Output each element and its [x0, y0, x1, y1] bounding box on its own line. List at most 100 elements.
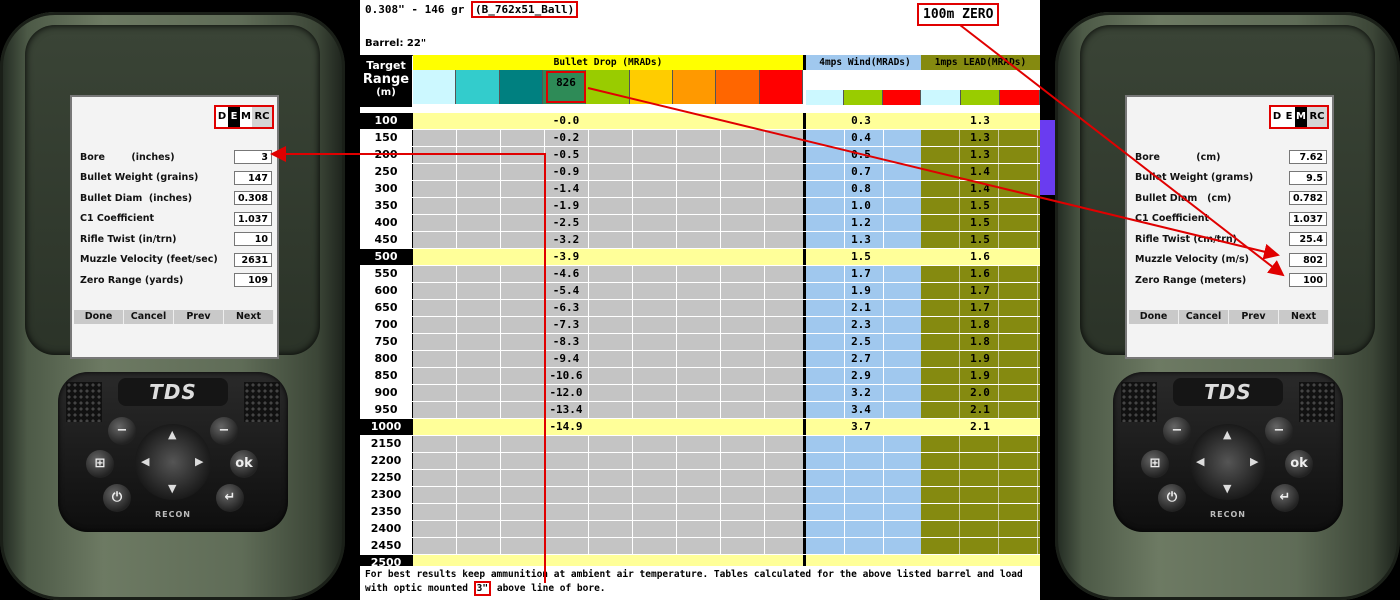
- c1-coefficient-label: C1 Coefficient: [1135, 213, 1210, 225]
- drop-value: -1.9: [552, 199, 580, 212]
- zero-range-field[interactable]: 100: [1289, 273, 1327, 288]
- enter-key[interactable]: ↵: [1271, 484, 1299, 512]
- range-cell: 2200: [360, 453, 413, 469]
- next-button[interactable]: Next: [1279, 310, 1329, 324]
- drop-cell: [413, 181, 803, 197]
- next-button[interactable]: Next: [224, 310, 274, 324]
- mode-m-tab[interactable]: M: [241, 111, 251, 122]
- minus-key[interactable]: −: [1163, 417, 1191, 445]
- minus-key[interactable]: −: [108, 417, 136, 445]
- rifle-twist-field[interactable]: 25.4: [1289, 232, 1327, 247]
- table-row: 2450: [360, 538, 1040, 555]
- wind-cell: [803, 453, 921, 469]
- c1-coefficient-field[interactable]: 1.037: [234, 211, 272, 226]
- windows-key[interactable]: ⊞: [86, 450, 114, 478]
- power-key[interactable]: ⏻: [103, 484, 131, 512]
- ok-key[interactable]: ok: [230, 450, 258, 478]
- prev-button[interactable]: Prev: [1229, 310, 1279, 324]
- mode-d-tab[interactable]: D: [1272, 111, 1282, 122]
- wind-value: 0.4: [851, 131, 871, 144]
- zero-range-row: Zero Range (yards) 109: [80, 270, 272, 291]
- zero-range-label: Zero Range (meters): [1135, 274, 1247, 286]
- drop-cell: [413, 232, 803, 248]
- cancel-button[interactable]: Cancel: [1179, 310, 1229, 324]
- drop-value: -3.9: [552, 250, 580, 263]
- drop-value: -0.0: [552, 114, 580, 127]
- range-column-header: Target Range (m): [360, 55, 412, 107]
- drop-value: -6.3: [552, 301, 580, 314]
- bore-field[interactable]: 3: [234, 150, 272, 165]
- rifle-twist-field[interactable]: 10: [234, 232, 272, 247]
- mode-m-tab[interactable]: M: [1295, 107, 1307, 127]
- done-button[interactable]: Done: [1129, 310, 1179, 324]
- mode-rc-tab[interactable]: RC: [1307, 107, 1327, 127]
- bullet-diam-field[interactable]: 0.782: [1289, 191, 1327, 206]
- load-description: 0.308" - 146 gr (B_762x51_Ball): [365, 1, 579, 18]
- lead-cell: [921, 334, 1040, 350]
- drop-cell: [413, 334, 803, 350]
- range-cell: 550: [360, 266, 413, 282]
- table-row: 700 -7.3 2.3 1.8: [360, 317, 1040, 334]
- table-row: 500 -3.9 1.5 1.6: [360, 249, 1040, 266]
- bullet-weight-label: Bullet Weight (grams): [1135, 172, 1254, 184]
- up-arrow-icon: ▲: [168, 428, 177, 441]
- ok-key[interactable]: ok: [1285, 450, 1313, 478]
- table-row: 850 -10.6 2.9 1.9: [360, 368, 1040, 385]
- mode-rc-tab[interactable]: RC: [252, 107, 272, 127]
- bullet-weight-field[interactable]: 9.5: [1289, 170, 1327, 185]
- drop-value: -10.6: [549, 369, 583, 382]
- mode-e-tab[interactable]: E: [228, 107, 240, 127]
- lead-value: 1.9: [970, 369, 990, 382]
- drop-cell: [413, 351, 803, 367]
- muzzle-velocity-marker: 826: [546, 71, 586, 103]
- c1-coefficient-field[interactable]: 1.037: [1289, 211, 1327, 226]
- range-cell: 250: [360, 164, 413, 180]
- muzzle-velocity-label: Muzzle Velocity (m/s): [1135, 254, 1249, 266]
- drop-cell: [413, 317, 803, 333]
- wind-value: 1.9: [851, 284, 871, 297]
- drop-color-swatch: [413, 70, 457, 104]
- muzzle-velocity-field[interactable]: 802: [1289, 252, 1327, 267]
- prev-button[interactable]: Prev: [174, 310, 224, 324]
- lead-cell: [921, 419, 1040, 435]
- unit-mode-selector: D E M RC: [1269, 105, 1329, 129]
- range-cell: 700: [360, 317, 413, 333]
- enter-key[interactable]: ↵: [216, 484, 244, 512]
- directional-pad[interactable]: ▲ ▼ ◀ ▶: [1190, 424, 1266, 500]
- table-row: 2200: [360, 453, 1040, 470]
- c1-coefficient-row: C1 Coefficient 1.037: [80, 209, 272, 230]
- drop-value: -7.3: [552, 318, 580, 331]
- range-cell: 2400: [360, 521, 413, 537]
- bullet-diam-field[interactable]: 0.308: [234, 191, 272, 206]
- cancel-button[interactable]: Cancel: [124, 310, 174, 324]
- drop-cell: [413, 249, 803, 265]
- table-row: 2400: [360, 521, 1040, 538]
- minus-key-right[interactable]: −: [1265, 417, 1293, 445]
- drop-cell: [413, 419, 803, 435]
- wind-value: 1.3: [851, 233, 871, 246]
- muzzle-velocity-field[interactable]: 2631: [234, 252, 272, 267]
- c1-coefficient-label: C1 Coefficient: [80, 213, 155, 225]
- drop-cell: [413, 402, 803, 418]
- windows-key[interactable]: ⊞: [1141, 450, 1169, 478]
- drop-cell: [413, 504, 803, 520]
- bore-field[interactable]: 7.62: [1289, 150, 1327, 165]
- bullet-weight-field[interactable]: 147: [234, 170, 272, 185]
- mode-d-tab[interactable]: D: [217, 111, 227, 122]
- up-arrow-icon: ▲: [1223, 428, 1232, 441]
- wind-value: 2.5: [851, 335, 871, 348]
- drop-color-swatch: [629, 70, 673, 104]
- ballistic-input-form: Bore (cm) 7.62 Bullet Weight (grams) 9.5 B…: [1135, 147, 1327, 291]
- drop-cell: [413, 487, 803, 503]
- directional-pad[interactable]: ▲ ▼ ◀ ▶: [135, 424, 211, 500]
- lead-value: 2.1: [970, 420, 990, 433]
- mode-e-tab[interactable]: E: [1285, 111, 1293, 122]
- load-name-highlight: (B_762x51_Ball): [470, 1, 579, 18]
- range-cell: 800: [360, 351, 413, 367]
- wind-cell: [803, 300, 921, 316]
- done-button[interactable]: Done: [74, 310, 124, 324]
- zero-range-field[interactable]: 109: [234, 273, 272, 288]
- power-key[interactable]: ⏻: [1158, 484, 1186, 512]
- minus-key-right[interactable]: −: [210, 417, 238, 445]
- drop-color-swatch: [673, 70, 717, 104]
